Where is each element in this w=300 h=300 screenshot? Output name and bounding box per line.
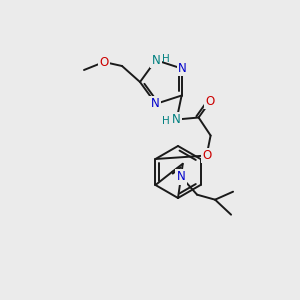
- Text: N: N: [178, 62, 187, 75]
- Text: N: N: [152, 54, 160, 67]
- Text: N: N: [172, 113, 181, 126]
- Text: N: N: [177, 170, 185, 183]
- Text: O: O: [202, 149, 211, 162]
- Text: O: O: [99, 56, 109, 68]
- Text: N: N: [151, 98, 159, 110]
- Text: O: O: [205, 95, 214, 108]
- Text: H: H: [162, 54, 170, 64]
- Text: H: H: [162, 116, 170, 125]
